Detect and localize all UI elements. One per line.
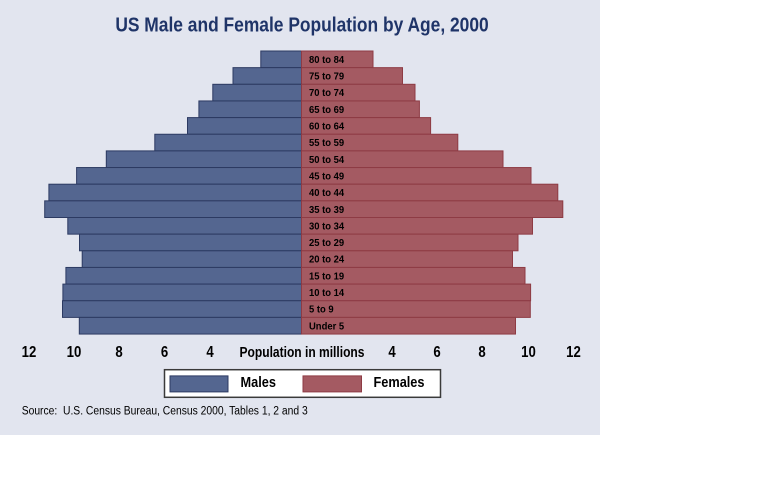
svg-text:65 to 69: 65 to 69 (309, 104, 345, 116)
svg-text:4: 4 (206, 344, 213, 361)
svg-text:35 to 39: 35 to 39 (309, 204, 345, 216)
svg-text:5 to 9: 5 to 9 (309, 304, 334, 316)
svg-text:60 to 64: 60 to 64 (309, 121, 345, 133)
svg-text:20 to 24: 20 to 24 (309, 254, 345, 266)
svg-text:Under 5: Under 5 (309, 321, 345, 333)
svg-text:40 to 44: 40 to 44 (309, 188, 345, 200)
svg-text:80 to 84: 80 to 84 (309, 54, 345, 66)
svg-text:70 to 74: 70 to 74 (309, 88, 345, 100)
svg-text:30 to 34: 30 to 34 (309, 221, 345, 233)
svg-text:45 to 49: 45 to 49 (309, 171, 345, 183)
svg-text:8: 8 (478, 344, 485, 361)
svg-text:6: 6 (433, 344, 440, 361)
svg-text:6: 6 (161, 344, 168, 361)
svg-text:75 to 79: 75 to 79 (309, 71, 345, 83)
svg-text:25 to 29: 25 to 29 (309, 238, 345, 250)
svg-text:55 to 59: 55 to 59 (309, 138, 345, 150)
svg-text:50 to 54: 50 to 54 (309, 154, 345, 166)
svg-text:Population in millions: Population in millions (240, 344, 365, 360)
svg-text:12: 12 (22, 344, 37, 361)
svg-text:10: 10 (67, 344, 82, 361)
svg-text:8: 8 (115, 344, 122, 361)
svg-text:15 to 19: 15 to 19 (309, 271, 345, 283)
svg-text:4: 4 (388, 344, 395, 361)
svg-text:Males: Males (241, 373, 277, 390)
svg-text:US Male and Female Population: US Male and Female Population by Age, 20… (115, 13, 488, 35)
svg-text:12: 12 (566, 344, 581, 361)
svg-text:10 to 14: 10 to 14 (309, 288, 345, 300)
svg-text:Females: Females (374, 373, 425, 390)
svg-text:10: 10 (521, 344, 536, 361)
svg-text:Source: U.S. Census Bureau, C: Source: U.S. Census Bureau, Census 2000,… (22, 405, 308, 418)
